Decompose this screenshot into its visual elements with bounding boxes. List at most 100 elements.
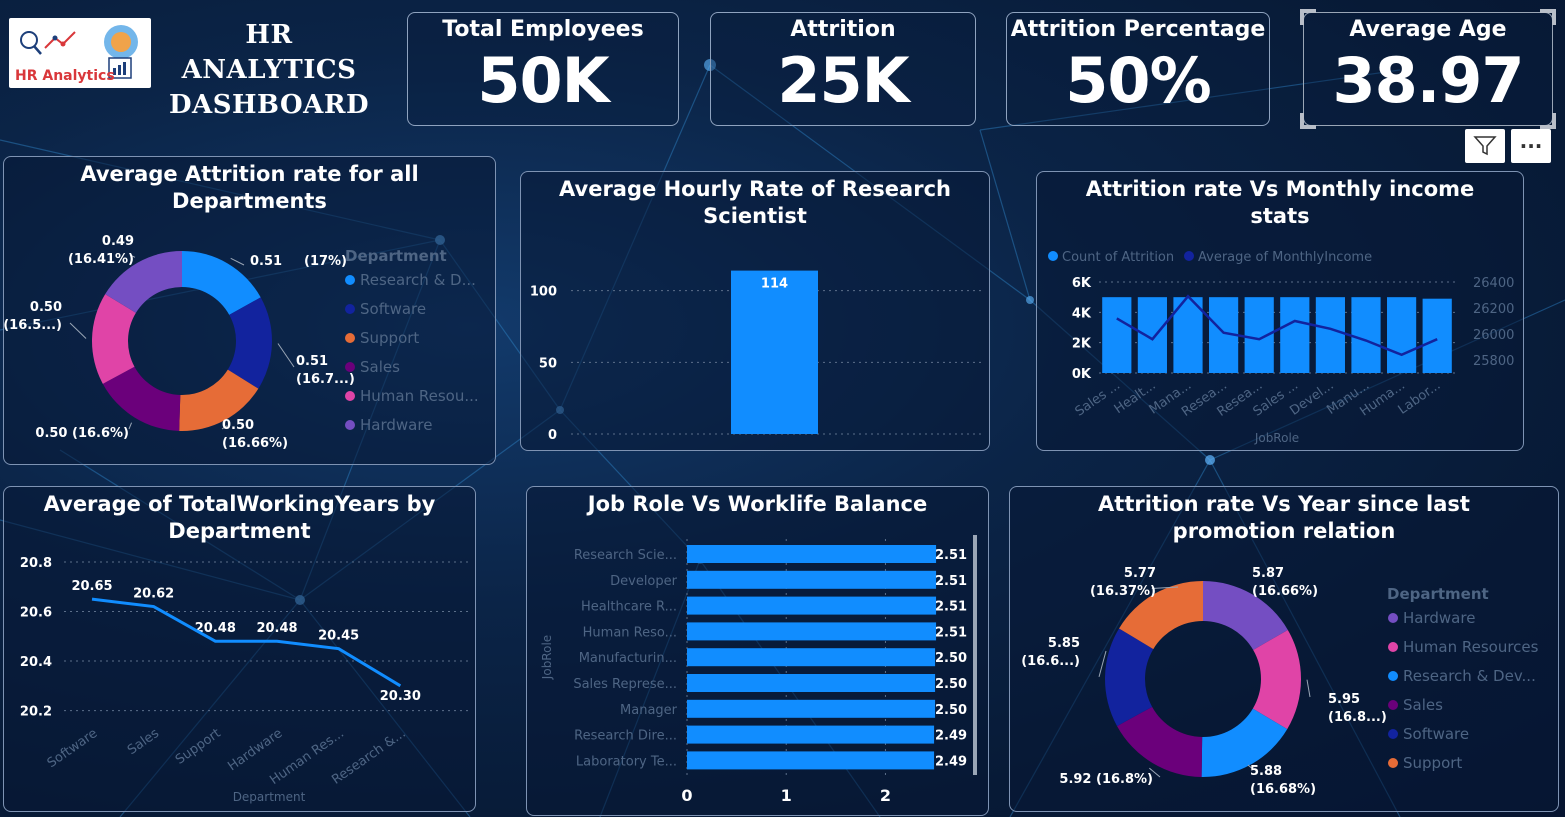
line-series[interactable] bbox=[1116, 294, 1438, 357]
legend-item[interactable]: Support bbox=[360, 329, 419, 347]
kpi-value: 38.97 bbox=[1332, 44, 1524, 117]
more-options-button[interactable]: ··· bbox=[1511, 129, 1551, 163]
chart-avg-attrition-dept: 0.51 (17%) 0.51 (16.7...) 0.50 (16.66%) 0.50 (… bbox=[4, 234, 479, 451]
y2-tick-label: 26200 bbox=[1473, 302, 1514, 317]
bar[interactable] bbox=[1422, 298, 1452, 373]
data-label: 20.45 bbox=[318, 629, 359, 644]
panel-hourly-rate[interactable]: Average Hourly Rate of Research Scientis… bbox=[520, 171, 990, 451]
legend-item[interactable]: Sales bbox=[360, 358, 400, 376]
bar[interactable] bbox=[687, 570, 937, 589]
chart-title: Job Role Vs Worklife Balance bbox=[587, 492, 928, 516]
leader-line bbox=[128, 422, 133, 430]
bar[interactable] bbox=[687, 545, 937, 563]
y-tick-label: 0K bbox=[1072, 367, 1092, 382]
legend-item[interactable]: Support bbox=[1403, 754, 1462, 772]
kpi-value: 25K bbox=[777, 44, 909, 117]
donut-slice[interactable] bbox=[105, 251, 182, 313]
donut-slice[interactable] bbox=[1105, 628, 1154, 727]
y-tick-label: Research Dire... bbox=[574, 729, 677, 744]
bar[interactable] bbox=[687, 725, 935, 744]
data-label: 5.87 bbox=[1252, 566, 1284, 581]
leader-line bbox=[1098, 650, 1107, 677]
legend-item[interactable]: Software bbox=[1403, 725, 1469, 743]
bar[interactable] bbox=[731, 270, 818, 434]
data-label: 2.51 bbox=[935, 625, 967, 640]
legend-item[interactable]: Human Resou... bbox=[360, 387, 479, 405]
y-tick-label: 0 bbox=[548, 428, 557, 443]
legend-marker bbox=[1184, 251, 1194, 261]
chart-jobrole-worklife: 0 1 2 Research Scie... 2.51 Developer 2.51 Heal… bbox=[540, 535, 977, 805]
line-series[interactable] bbox=[91, 597, 402, 688]
x-axis-title: Department bbox=[233, 790, 306, 804]
data-label: 2.50 bbox=[935, 703, 967, 718]
panel-attrition-promotion[interactable]: Attrition rate Vs Year since last promot… bbox=[1009, 486, 1559, 812]
kpi-average-age[interactable]: Average Age 38.97 bbox=[1303, 12, 1553, 126]
scrollbar[interactable] bbox=[973, 535, 977, 775]
panel-avg-attrition-dept[interactable]: Average Attrition rate for all Departmen… bbox=[3, 156, 496, 465]
bar[interactable] bbox=[1137, 297, 1167, 373]
donut-slice[interactable] bbox=[182, 251, 261, 315]
y-tick-label: Healthcare R... bbox=[581, 600, 677, 615]
bar[interactable] bbox=[1387, 297, 1417, 373]
chart-title: Attrition rate Vs Year since last promot… bbox=[1098, 492, 1470, 543]
data-label: 0.50 bbox=[222, 418, 254, 433]
chart-title: Average of TotalWorkingYears by Departme… bbox=[43, 492, 436, 543]
legend-item[interactable]: Average of MonthlyIncome bbox=[1198, 250, 1372, 265]
y-tick-label: Laboratory Te... bbox=[576, 754, 677, 769]
legend-item[interactable]: Hardware bbox=[360, 416, 432, 434]
legend-marker bbox=[345, 362, 355, 372]
bar[interactable] bbox=[687, 648, 936, 667]
data-label: 0.50 (16.6%) bbox=[35, 426, 129, 441]
filter-button[interactable] bbox=[1465, 129, 1505, 163]
donut-slice[interactable] bbox=[1201, 708, 1288, 777]
donut-slice[interactable] bbox=[227, 297, 272, 389]
analytics-logo-icon: HR Analytics bbox=[15, 25, 138, 84]
bar[interactable] bbox=[1315, 297, 1345, 373]
data-label: (16.68%) bbox=[1250, 782, 1316, 797]
donut-slice[interactable] bbox=[1203, 581, 1288, 650]
y-tick-label: 4K bbox=[1072, 306, 1092, 321]
data-label: 5.95 bbox=[1328, 692, 1360, 707]
kpi-value: 50% bbox=[1065, 44, 1211, 117]
legend-item[interactable]: Hardware bbox=[1403, 609, 1475, 627]
bar[interactable] bbox=[687, 751, 935, 770]
panel-jobrole-worklife[interactable]: Job Role Vs Worklife Balance 0 1 2 Research… bbox=[526, 486, 989, 816]
donut-slice[interactable] bbox=[1117, 706, 1203, 777]
panel-title: Average Attrition rate for all Departmen… bbox=[4, 161, 495, 215]
legend-item[interactable]: Research & D... bbox=[360, 271, 476, 289]
donut-slice[interactable] bbox=[179, 369, 259, 431]
donut-slice[interactable] bbox=[91, 294, 136, 384]
legend-item[interactable]: Human Resources bbox=[1403, 638, 1539, 656]
panel-attrition-vs-income[interactable]: Attrition rate Vs Monthly income stats C… bbox=[1036, 171, 1524, 451]
donut-slice[interactable] bbox=[1119, 581, 1203, 650]
legend-marker bbox=[1388, 729, 1398, 739]
data-label: 2.49 bbox=[935, 754, 967, 769]
data-label: 5.88 bbox=[1250, 764, 1282, 779]
donut-slice[interactable] bbox=[102, 366, 181, 431]
legend-item[interactable]: Software bbox=[360, 300, 426, 318]
legend-marker bbox=[345, 304, 355, 314]
title-line-1: HR ANALYTICS bbox=[181, 20, 357, 85]
leader-line bbox=[69, 322, 87, 339]
y-axis-title: JobRole bbox=[540, 635, 554, 680]
bar[interactable] bbox=[687, 674, 936, 692]
legend-item[interactable]: Sales bbox=[1403, 696, 1443, 714]
y-tick-label: 100 bbox=[530, 285, 557, 300]
bar[interactable] bbox=[1351, 297, 1381, 373]
bar[interactable] bbox=[687, 699, 936, 718]
data-label: 2.49 bbox=[935, 729, 967, 744]
bar[interactable] bbox=[1102, 297, 1132, 373]
legend-item[interactable]: Research & Dev... bbox=[1403, 667, 1536, 685]
panel-working-years[interactable]: Average of TotalWorkingYears by Departme… bbox=[3, 486, 476, 812]
legend-item[interactable]: Count of Attrition bbox=[1062, 250, 1174, 265]
data-label: 114 bbox=[761, 277, 788, 292]
kpi-attrition-percentage[interactable]: Attrition Percentage 50% bbox=[1006, 12, 1270, 126]
y-tick-label: 20.4 bbox=[20, 655, 52, 670]
kpi-total-employees[interactable]: Total Employees 50K bbox=[407, 12, 679, 126]
donut-slice[interactable] bbox=[1252, 629, 1301, 730]
kpi-attrition[interactable]: Attrition 25K bbox=[710, 12, 976, 126]
bar[interactable] bbox=[1280, 297, 1310, 373]
bar[interactable] bbox=[687, 622, 937, 641]
x-tick-label: 0 bbox=[681, 786, 692, 805]
bar[interactable] bbox=[687, 596, 937, 615]
